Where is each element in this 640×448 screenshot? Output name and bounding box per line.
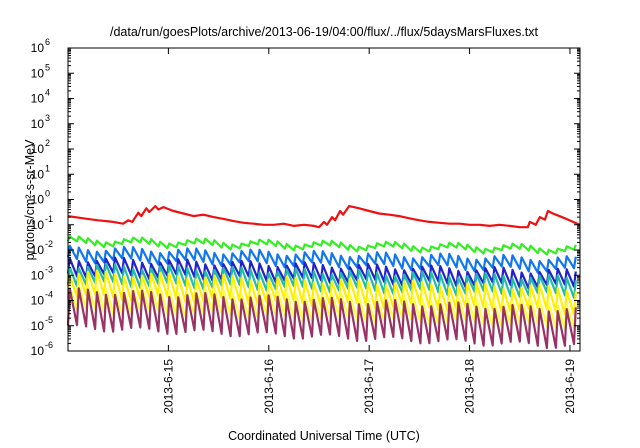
y-tick-label: 10 bbox=[31, 193, 45, 207]
y-tick-label: 10 bbox=[31, 92, 45, 106]
y-tick-exponent: 2 bbox=[45, 138, 50, 148]
y-tick-exponent: -2 bbox=[45, 239, 53, 249]
y-tick-label: 10 bbox=[31, 319, 45, 333]
y-tick-label: 10 bbox=[31, 218, 45, 232]
chart-title: /data/run/goesPlots/archive/2013-06-19/0… bbox=[110, 25, 539, 39]
series-line-1 bbox=[67, 205, 581, 229]
y-tick-label: 10 bbox=[31, 294, 45, 308]
x-tick-label: 2013-6-15 bbox=[161, 359, 175, 414]
x-tick-label: 2013-6-19 bbox=[563, 359, 577, 414]
x-tick-label: 2013-6-16 bbox=[262, 359, 276, 414]
y-tick-exponent: 1 bbox=[45, 163, 50, 173]
y-tick-exponent: -3 bbox=[45, 264, 53, 274]
x-tick-label: 2013-6-17 bbox=[362, 359, 376, 414]
y-tick-label: 10 bbox=[31, 117, 45, 131]
y-axis: 10 -610 -510 -410 -310 -210 -110 010 110 210 310 41… bbox=[31, 37, 580, 358]
y-tick-label: 10 bbox=[31, 344, 45, 358]
y-tick-exponent: 4 bbox=[45, 88, 50, 98]
y-tick-label: 10 bbox=[31, 167, 45, 181]
y-tick-exponent: -4 bbox=[45, 290, 53, 300]
y-tick-label: 10 bbox=[31, 243, 45, 257]
y-tick-exponent: -6 bbox=[45, 340, 53, 350]
y-tick-label: 10 bbox=[31, 66, 45, 80]
y-tick-label: 10 bbox=[31, 41, 45, 55]
x-tick-label: 2013-6-18 bbox=[463, 359, 477, 414]
series-line-2 bbox=[66, 235, 577, 256]
y-tick-label: 10 bbox=[31, 268, 45, 282]
y-axis-label: protons/cm²-s-sr-MeV bbox=[23, 139, 37, 261]
y-tick-exponent: 3 bbox=[45, 113, 50, 123]
y-tick-exponent: 5 bbox=[45, 62, 50, 72]
y-tick-exponent: -1 bbox=[45, 214, 53, 224]
y-tick-label: 10 bbox=[31, 142, 45, 156]
series-line-3 bbox=[66, 244, 577, 274]
y-tick-exponent: 0 bbox=[45, 189, 50, 199]
series-line-8 bbox=[66, 287, 577, 350]
x-axis-label: Coordinated Universal Time (UTC) bbox=[228, 429, 420, 443]
plot-area bbox=[66, 205, 581, 350]
y-tick-exponent: -5 bbox=[45, 315, 53, 325]
y-tick-exponent: 6 bbox=[45, 37, 50, 47]
x-axis: 2013-6-15 2013-6-16 2013-6-17 2013-6-18 2013… bbox=[161, 48, 577, 414]
